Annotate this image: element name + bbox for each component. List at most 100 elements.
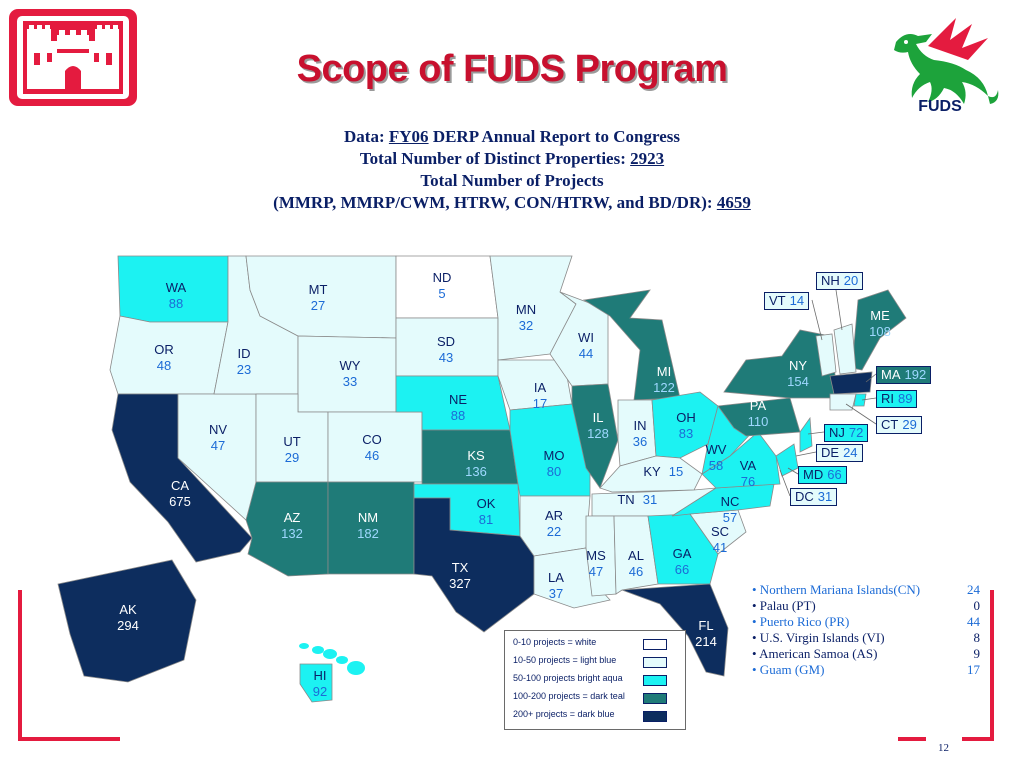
state-abbr-ms: MS — [586, 548, 606, 563]
legend-swatch — [643, 693, 667, 704]
state-ms — [585, 515, 617, 597]
territory-name: • American Samoa (AS) — [752, 646, 878, 661]
state-hi — [299, 663, 333, 703]
corner-bracket-right-horizontal — [898, 737, 926, 741]
state-box-ma: MA 192 — [876, 366, 932, 384]
state-abbr-id: ID — [238, 346, 251, 361]
state-count-wy: 33 — [343, 374, 357, 389]
new-england-ma — [829, 371, 873, 395]
hawaii-island — [336, 656, 348, 664]
state-abbr-oh: OH — [676, 410, 696, 425]
territory-item: • Puerto Rico (PR) 44 — [752, 614, 984, 630]
state-count-hi: 92 — [313, 684, 327, 699]
state-abbr-al: AL — [628, 548, 644, 563]
new-england-vt — [815, 333, 837, 377]
state-box-vt: VT 14 — [764, 292, 810, 310]
legend-label: 10-50 projects = light blue — [513, 655, 617, 665]
projects-total: 4659 — [716, 193, 751, 212]
state-abbr-wi: WI — [578, 330, 594, 345]
state-abbr-sc: SC — [711, 524, 729, 539]
legend-label: 200+ projects = dark blue — [513, 709, 615, 719]
state-abbr-ga: GA — [673, 546, 692, 561]
state-al — [613, 515, 659, 595]
state-abbr-wv: WV — [706, 442, 727, 457]
state-abbr-ri: RI — [881, 391, 894, 406]
state-abbr-la: LA — [548, 570, 564, 585]
state-labels: WA88OR48CA675NV47ID23MT27WY33UT29CO46AZ1… — [117, 270, 891, 699]
hawaii-island — [299, 643, 309, 649]
fiscal-year-link[interactable]: FY06 — [388, 127, 429, 146]
leader-line-ri — [861, 397, 877, 401]
state-count-la: 37 — [549, 586, 563, 601]
legend-swatch — [643, 657, 667, 668]
state-ky — [599, 455, 703, 493]
state-count-de: 24 — [843, 445, 858, 460]
state-abbr-mn: MN — [516, 302, 536, 317]
territory-item: • U.S. Virgin Islands (VI) 8 — [752, 630, 984, 646]
state-count-nm: 182 — [357, 526, 379, 541]
map-legend: 0-10 projects = white 10-50 projects = li… — [504, 630, 686, 730]
leader-line-ct — [845, 403, 877, 425]
state-abbr-ak: AK — [119, 602, 137, 617]
state-count-nv: 47 — [211, 438, 225, 453]
territory-count: 44 — [967, 614, 980, 629]
territory-count: 0 — [973, 598, 981, 613]
state-abbr-ks: KS — [467, 448, 485, 463]
state-abbr-fl: FL — [698, 618, 713, 633]
state-in — [617, 399, 657, 467]
state-count-or: 48 — [157, 358, 171, 373]
state-pa — [717, 397, 801, 437]
state-count-mt: 27 — [311, 298, 325, 313]
summary-line-2: Total Number of Distinct Properties: 292… — [150, 148, 874, 170]
state-abbr-hi: HI — [314, 668, 327, 683]
state-abbr-in: IN — [634, 418, 647, 433]
corner-bracket-right-vertical — [990, 590, 994, 740]
state-abbr-mo: MO — [544, 448, 565, 463]
territory-name: • Guam (GM) — [752, 662, 825, 677]
state-abbr-nc: NC — [721, 494, 740, 509]
legend-swatch — [643, 639, 667, 650]
slide-title: Scope of FUDS Program — [296, 48, 728, 90]
leader-line-nh — [835, 289, 843, 331]
state-count-ks: 136 — [465, 464, 487, 479]
state-count-in: 36 — [633, 434, 647, 449]
state-box-ri: RI 89 — [876, 390, 918, 408]
data-summary: Data: FY06 DERP Annual Report to Congres… — [150, 126, 874, 214]
state-abbr-md: MD — [803, 467, 824, 482]
state-count-ia: 17 — [533, 396, 547, 411]
new-england-ri — [853, 393, 867, 407]
fuds-logo-label: FUDS — [918, 98, 962, 115]
state-count-tx: 327 — [449, 576, 471, 591]
state-abbr-il: IL — [593, 410, 604, 425]
state-count-ky: 15 — [669, 464, 683, 479]
state-count-il: 128 — [587, 426, 609, 441]
state-shapes — [57, 255, 907, 703]
state-abbr-me: ME — [870, 308, 890, 323]
state-co — [327, 411, 423, 483]
state-count-sc: 41 — [713, 540, 727, 555]
territory-item: • Guam (GM) 17 — [752, 662, 984, 678]
new-jersey — [799, 416, 813, 453]
state-abbr-ut: UT — [283, 434, 300, 449]
state-count-fl: 214 — [695, 634, 717, 649]
summary-line-1: Data: FY06 DERP Annual Report to Congres… — [150, 126, 874, 148]
state-count-ca: 675 — [169, 494, 191, 509]
state-abbr-ia: IA — [534, 380, 547, 395]
state-box-nj: NJ 72 — [824, 424, 869, 442]
state-count-oh: 83 — [679, 426, 693, 441]
state-abbr-nd: ND — [433, 270, 452, 285]
state-abbr-ok: OK — [477, 496, 496, 511]
leader-line-nj — [807, 431, 825, 435]
projects-label: (MMRP, MMRP/CWM, HTRW, CON/HTRW, and BD/… — [273, 193, 713, 212]
castle-logo — [9, 9, 137, 106]
state-abbr-mi: MI — [657, 364, 671, 379]
state-abbr-wy: WY — [340, 358, 361, 373]
territory-count: 17 — [967, 662, 980, 677]
state-count-nh: 20 — [843, 273, 859, 288]
state-count-mn: 32 — [519, 318, 533, 333]
page-number: 12 — [938, 742, 949, 754]
state-abbr-ma: MA — [881, 367, 901, 382]
territory-count: 9 — [973, 646, 981, 661]
legend-swatch — [643, 675, 667, 686]
